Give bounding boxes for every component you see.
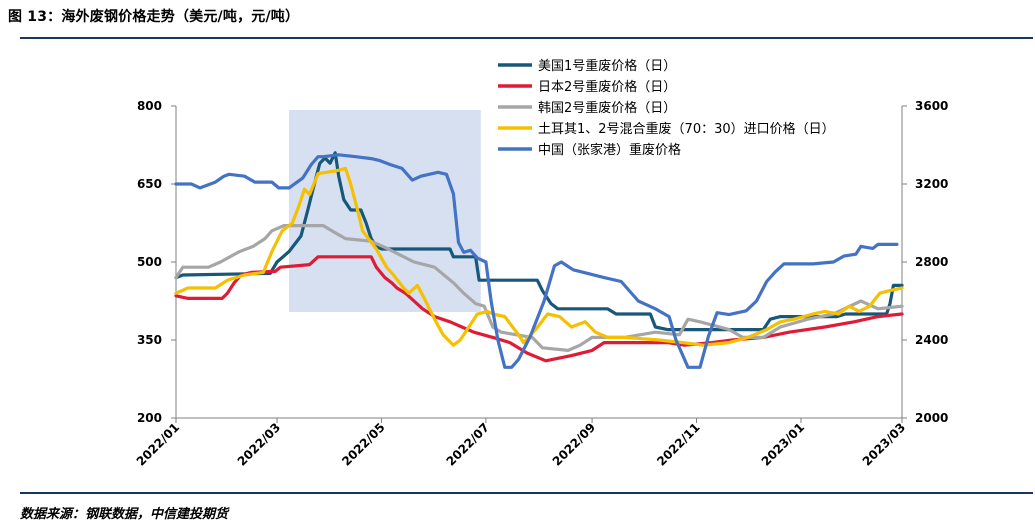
series-group [174, 151, 904, 369]
x-tick-label: 2022/09 [550, 420, 598, 468]
legend-label-5: 中国（张家港）重废价格 [538, 142, 681, 158]
y-left-tick-label: 500 [137, 255, 162, 269]
x-tick-label: 2022/03 [235, 420, 283, 468]
legend: 美国1号重废价格（日） 日本2号重废价格（日） 韩国2号重废价格（日） 土耳其1、2号… [498, 58, 835, 158]
x-tick-label: 2023/03 [860, 420, 908, 468]
series-line-4 [174, 166, 904, 347]
legend-label-2: 日本2号重废价格（日） [538, 79, 676, 95]
x-tick-label: 2022/01 [134, 420, 182, 468]
y-right-tick-label: 3200 [915, 177, 948, 191]
bottom-divider [20, 492, 1033, 494]
y-right-tick-label: 2400 [915, 333, 948, 347]
top-divider [20, 37, 1033, 39]
series-line-5 [174, 153, 899, 369]
x-tick-label: 2022/07 [444, 420, 492, 468]
x-tick-label: 2022/05 [339, 420, 387, 468]
legend-label-1: 美国1号重废价格（日） [538, 58, 676, 74]
y-left-tick-label: 350 [137, 333, 162, 347]
y-left-tick-label: 800 [137, 99, 162, 113]
legend-label-3: 韩国2号重废价格（日） [538, 100, 676, 116]
y-right-tick-label: 3600 [915, 99, 948, 113]
y-left-tick-label: 200 [137, 411, 162, 425]
source-note: 数据来源：钢联数据，中信建投期货 [20, 507, 229, 522]
y-right-tick-label: 2000 [915, 411, 948, 425]
y-left-tick-label: 650 [137, 177, 162, 191]
series-line-1 [174, 151, 904, 332]
y-right-tick-label: 2800 [915, 255, 948, 269]
legend-label-4: 土耳其1、2号混合重废（70：30）进口价格（日） [538, 121, 835, 137]
x-tick-label: 2023/01 [759, 420, 807, 468]
x-tick-label: 2022/11 [654, 420, 702, 468]
figure-title: 图 13：海外废钢价格走势（美元/吨，元/吨） [8, 9, 300, 25]
